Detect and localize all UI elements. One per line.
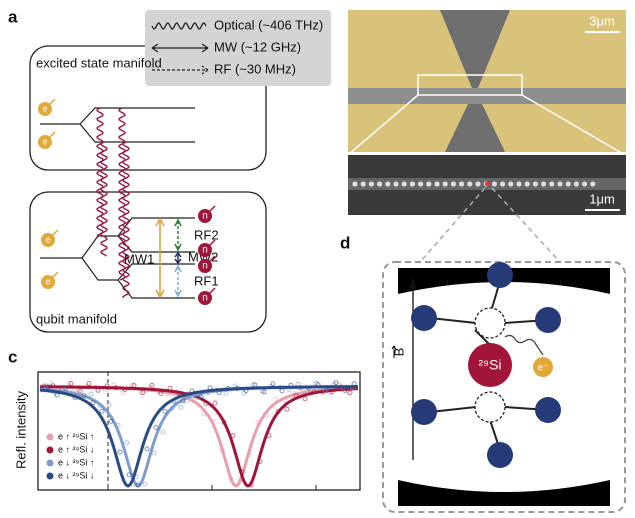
mw1-label: MW1	[124, 251, 154, 266]
electron-label: e⁻	[538, 363, 549, 374]
legend-text: e ↓ ²⁹Si ↓	[58, 470, 94, 480]
legend-dot	[47, 447, 54, 454]
hole	[402, 181, 407, 186]
electron-label: e	[42, 103, 47, 113]
hole	[500, 181, 505, 186]
defect-box	[383, 262, 625, 512]
hole	[426, 181, 431, 186]
scale-label: 1μm	[589, 191, 615, 206]
hole	[549, 181, 554, 186]
legend-dot	[47, 434, 54, 441]
nucleus-label: n	[202, 211, 208, 222]
electron-label: e	[45, 276, 50, 286]
qubit-label: qubit manifold	[36, 311, 117, 326]
hole	[574, 181, 579, 186]
legend-text: e ↑ ²⁹Si ↑	[58, 431, 94, 441]
hole	[410, 181, 415, 186]
hole	[361, 181, 366, 186]
hole	[508, 181, 513, 186]
legend-text: RF (~30 MHz)	[214, 61, 296, 76]
hole	[393, 181, 398, 186]
legend-dot	[47, 460, 54, 467]
hole	[533, 181, 538, 186]
hole	[541, 181, 546, 186]
hole	[516, 181, 521, 186]
rf1-label: RF1	[194, 273, 219, 288]
hole	[557, 181, 562, 186]
panel-label: d	[340, 233, 350, 252]
hole	[467, 181, 472, 186]
hole	[418, 181, 423, 186]
si-label: ²⁹Si	[478, 357, 501, 373]
legend-text: Optical (~406 THz)	[214, 17, 323, 32]
hole	[582, 181, 587, 186]
hole	[525, 181, 530, 186]
hole	[434, 181, 439, 186]
figure: a excited state manifold qubit manifold …	[0, 0, 635, 518]
electron-label: e	[45, 234, 50, 244]
legend-dot	[47, 473, 54, 480]
hole	[566, 181, 571, 186]
hole	[352, 181, 357, 186]
waveguide	[348, 88, 626, 104]
electron-label: e	[42, 136, 47, 146]
hole	[443, 181, 448, 186]
hole	[385, 181, 390, 186]
panel-label: c	[8, 347, 17, 366]
hole	[492, 181, 497, 186]
hole	[459, 181, 464, 186]
scale-label: 3μm	[589, 13, 615, 28]
legend-text: e ↓ ²⁹Si ↑	[58, 457, 94, 467]
panel-label: a	[8, 7, 18, 26]
nucleus-label: n	[202, 245, 208, 256]
hole	[369, 181, 374, 186]
emitter	[485, 182, 489, 186]
nucleus-label: n	[202, 261, 208, 272]
legend-text: e ↑ ²⁹Si ↓	[58, 444, 94, 454]
hole	[475, 181, 480, 186]
hole	[451, 181, 456, 186]
nucleus-label: n	[202, 293, 208, 304]
excited-label: excited state manifold	[36, 55, 162, 70]
legend-text: MW (~12 GHz)	[214, 39, 301, 54]
hole	[377, 181, 382, 186]
hole	[590, 181, 595, 186]
y-label: Refl. intensity	[13, 390, 28, 469]
